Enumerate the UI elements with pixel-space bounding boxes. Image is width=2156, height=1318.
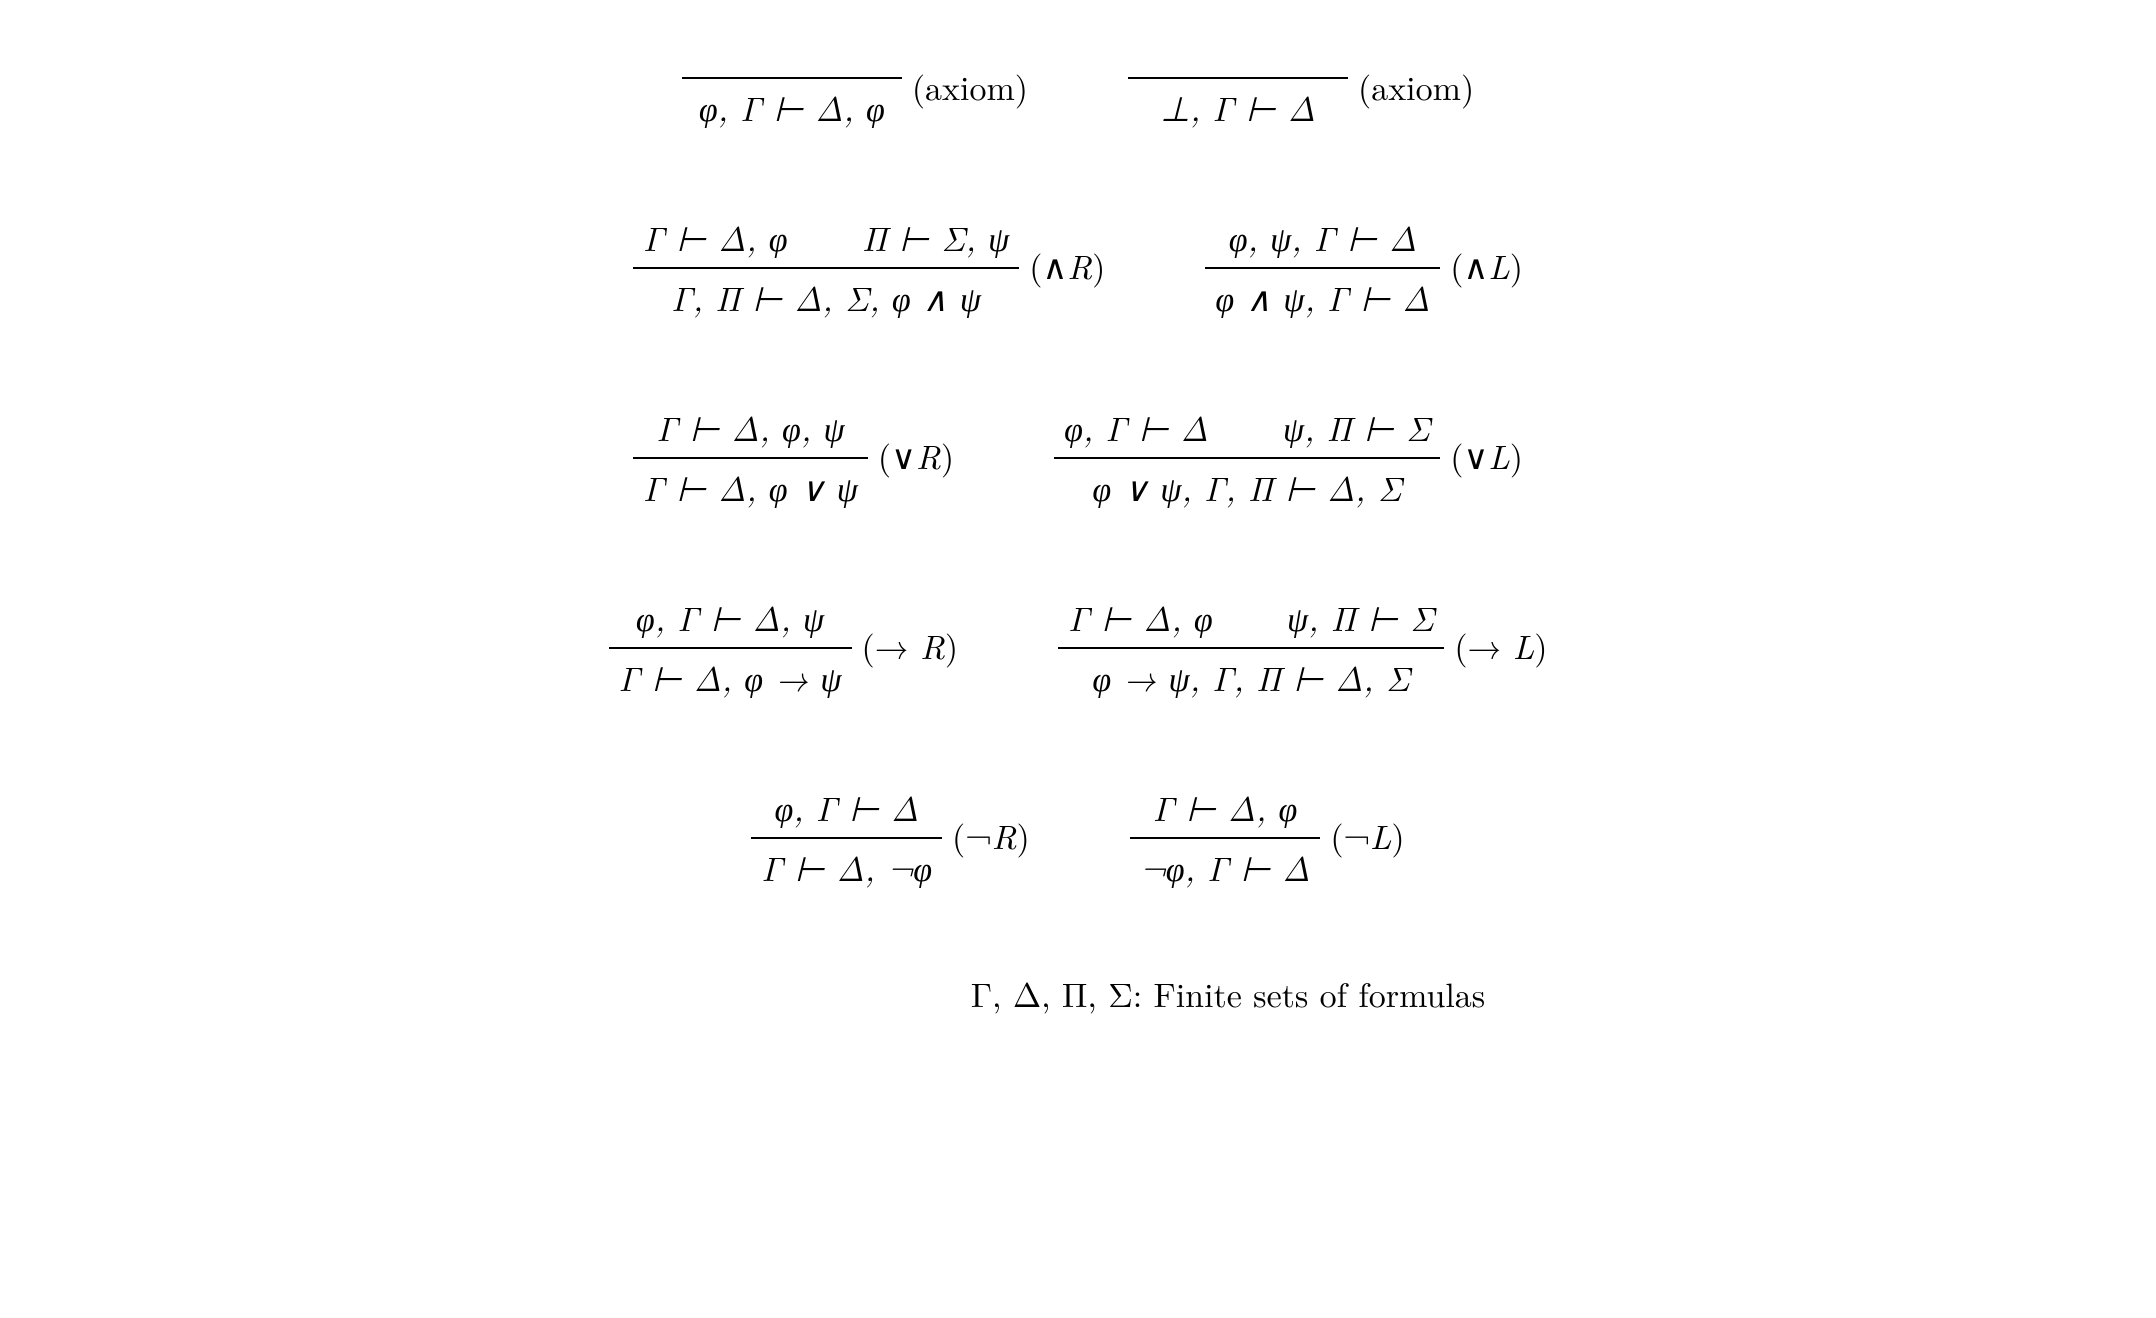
premise-1: φ, Γ ⊢ Δ, ψ [636,593,824,641]
fraction: φ, ψ, Γ ⊢ Δ φ ∧ ψ, Γ ⊢ Δ [1205,209,1440,327]
label-prefix: (→ [1454,621,1513,669]
rule-axiom-id: φ, Γ ⊢ Δ, φ (axiom) [682,40,1028,137]
label-var: L [1513,621,1534,669]
label-suffix: ) [1391,811,1404,859]
premise-1: φ, Γ ⊢ Δ [774,783,919,831]
footer-note: Γ, Δ, Π, Σ: Finite sets of formulas [60,969,2096,1017]
label-prefix: (∧ [1450,241,1488,289]
rule-label: (axiom) [1358,62,1474,116]
fraction: Γ ⊢ Δ, φ, ψ Γ ⊢ Δ, φ ∨ ψ [633,399,868,517]
label-suffix: ) [941,431,954,479]
rule-label: (axiom) [912,62,1028,116]
label-var: L [1370,811,1391,859]
premises: Γ ⊢ Δ, φ, ψ [646,399,854,457]
label-suffix: ) [1092,241,1105,289]
fraction: Γ ⊢ Δ, φ ψ, Π ⊢ Σ φ → ψ, Γ, Π ⊢ Δ, Σ [1058,589,1444,707]
sequent-calculus-rules: φ, Γ ⊢ Δ, φ (axiom) ⊥, Γ ⊢ Δ (axiom) Γ ⊢… [60,40,2096,1017]
label-var: R [1067,241,1092,289]
conclusion: ⊥, Γ ⊢ Δ [1150,79,1325,137]
conclusion: φ → ψ, Γ, Π ⊢ Δ, Σ [1082,649,1420,707]
conclusion: φ ∨ ψ, Γ, Π ⊢ Δ, Σ [1082,459,1412,517]
premises: Γ ⊢ Δ, φ ψ, Π ⊢ Σ [1058,589,1444,647]
conclusion: ¬φ, Γ ⊢ Δ [1130,839,1321,897]
conclusion: φ, Γ ⊢ Δ, φ [689,79,895,137]
label-var: R [920,621,945,669]
premise-1: φ, Γ ⊢ Δ [1064,403,1209,451]
rule-label: (¬L) [1330,811,1404,865]
premises: Γ ⊢ Δ, φ [1143,779,1308,837]
premise-2: ψ, Π ⊢ Σ [1283,403,1430,451]
footer-sep: : [1133,969,1154,1017]
rule-neg-right: φ, Γ ⊢ Δ Γ ⊢ Δ, ¬φ (¬R) [751,779,1029,897]
rule-or-right: Γ ⊢ Δ, φ, ψ Γ ⊢ Δ, φ ∨ ψ (∨R) [633,399,954,517]
label-suffix: ) [945,621,958,669]
premises: Γ ⊢ Δ, φ Π ⊢ Σ, ψ [633,209,1019,267]
rule-axiom-bot: ⊥, Γ ⊢ Δ (axiom) [1128,40,1474,137]
conclusion: Γ ⊢ Δ, φ → ψ [609,649,852,707]
rule-label: (∨L) [1450,431,1523,485]
label-suffix: ) [1510,431,1523,479]
rule-label: (∧R) [1029,241,1105,295]
row-axioms: φ, Γ ⊢ Δ, φ (axiom) ⊥, Γ ⊢ Δ (axiom) [60,40,2096,137]
rule-implies-right: φ, Γ ⊢ Δ, ψ Γ ⊢ Δ, φ → ψ (→ R) [609,589,959,707]
rule-and-left: φ, ψ, Γ ⊢ Δ φ ∧ ψ, Γ ⊢ Δ (∧L) [1205,209,1523,327]
conclusion: Γ ⊢ Δ, φ ∨ ψ [633,459,868,517]
label-suffix: ) [1017,811,1030,859]
label-prefix: (∧ [1029,241,1067,289]
premise-1: φ, ψ, Γ ⊢ Δ [1229,213,1417,261]
rule-neg-left: Γ ⊢ Δ, φ ¬φ, Γ ⊢ Δ (¬L) [1130,779,1405,897]
label-var: R [992,811,1017,859]
premises-empty [682,40,902,77]
label-prefix: (∨ [878,431,916,479]
label-var: L [1488,241,1509,289]
conclusion: Γ ⊢ Δ, ¬φ [751,839,942,897]
conclusion: Γ, Π ⊢ Δ, Σ, φ ∧ ψ [661,269,991,327]
label-prefix: (¬ [952,811,992,859]
premise-1: Γ ⊢ Δ, φ [1068,593,1213,641]
label-suffix: ) [1534,621,1547,669]
row-or: Γ ⊢ Δ, φ, ψ Γ ⊢ Δ, φ ∨ ψ (∨R) φ, Γ ⊢ Δ ψ… [60,399,2096,517]
fraction: Γ ⊢ Δ, φ Π ⊢ Σ, ψ Γ, Π ⊢ Δ, Σ, φ ∧ ψ [633,209,1019,327]
premise-1: Γ ⊢ Δ, φ, ψ [656,403,844,451]
fraction: φ, Γ ⊢ Δ Γ ⊢ Δ, ¬φ [751,779,942,897]
footer-desc: Finite sets of formulas [1154,969,1486,1017]
premises: φ, Γ ⊢ Δ, ψ [626,589,834,647]
rule-label: (¬R) [952,811,1030,865]
footer-contexts: Γ, Δ, Π, Σ [971,969,1133,1017]
premises: φ, Γ ⊢ Δ ψ, Π ⊢ Σ [1054,399,1440,457]
label-prefix: (¬ [1330,811,1370,859]
rule-and-right: Γ ⊢ Δ, φ Π ⊢ Σ, ψ Γ, Π ⊢ Δ, Σ, φ ∧ ψ (∧R… [633,209,1105,327]
premise-1: Γ ⊢ Δ, φ [643,213,788,261]
rule-label: (→ R) [862,621,959,675]
row-implies: φ, Γ ⊢ Δ, ψ Γ ⊢ Δ, φ → ψ (→ R) Γ ⊢ Δ, φ … [60,589,2096,707]
premise-2: Π ⊢ Σ, ψ [862,213,1009,261]
label-var: R [916,431,941,479]
row-and: Γ ⊢ Δ, φ Π ⊢ Σ, ψ Γ, Π ⊢ Δ, Σ, φ ∧ ψ (∧R… [60,209,2096,327]
premise-1: Γ ⊢ Δ, φ [1153,783,1298,831]
label-var: L [1488,431,1509,479]
premises: φ, Γ ⊢ Δ [764,779,929,837]
fraction: ⊥, Γ ⊢ Δ [1128,40,1348,137]
rule-label: (→ L) [1454,621,1547,675]
fraction: φ, Γ ⊢ Δ, φ [682,40,902,137]
rule-implies-left: Γ ⊢ Δ, φ ψ, Π ⊢ Σ φ → ψ, Γ, Π ⊢ Δ, Σ (→ … [1058,589,1547,707]
fraction: Γ ⊢ Δ, φ ¬φ, Γ ⊢ Δ [1130,779,1321,897]
rule-or-left: φ, Γ ⊢ Δ ψ, Π ⊢ Σ φ ∨ ψ, Γ, Π ⊢ Δ, Σ (∨L… [1054,399,1523,517]
fraction: φ, Γ ⊢ Δ, ψ Γ ⊢ Δ, φ → ψ [609,589,852,707]
label-suffix: ) [1510,241,1523,289]
rule-label: (∨R) [878,431,954,485]
premises: φ, ψ, Γ ⊢ Δ [1219,209,1427,267]
premises-empty [1128,40,1348,77]
premise-2: ψ, Π ⊢ Σ [1287,593,1434,641]
fraction: φ, Γ ⊢ Δ ψ, Π ⊢ Σ φ ∨ ψ, Γ, Π ⊢ Δ, Σ [1054,399,1440,517]
label-prefix: (→ [862,621,921,669]
row-neg: φ, Γ ⊢ Δ Γ ⊢ Δ, ¬φ (¬R) Γ ⊢ Δ, φ ¬φ, Γ ⊢… [60,779,2096,897]
label-prefix: (∨ [1450,431,1488,479]
rule-label: (∧L) [1450,241,1523,295]
conclusion: φ ∧ ψ, Γ ⊢ Δ [1205,269,1440,327]
